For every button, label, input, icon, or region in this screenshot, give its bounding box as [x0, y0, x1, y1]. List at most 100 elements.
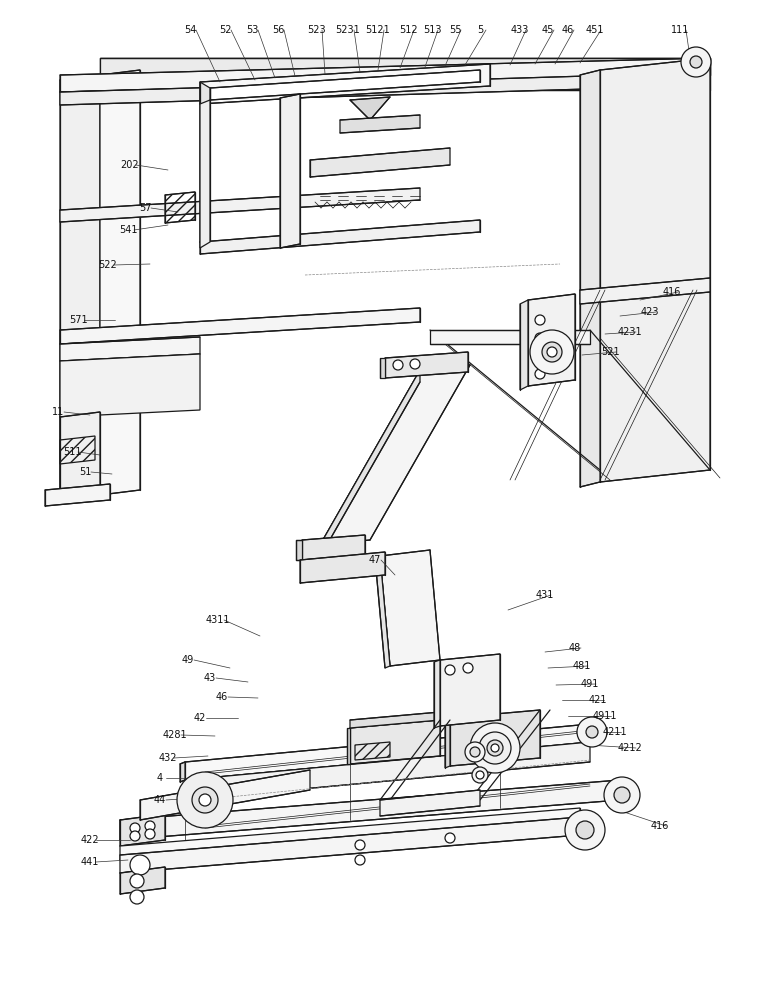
- Polygon shape: [100, 58, 710, 75]
- Circle shape: [614, 787, 630, 803]
- Polygon shape: [380, 790, 480, 816]
- Circle shape: [547, 347, 557, 357]
- Circle shape: [130, 831, 140, 841]
- Polygon shape: [120, 814, 165, 846]
- Text: 4211: 4211: [603, 727, 627, 737]
- Text: 46: 46: [562, 25, 574, 35]
- Circle shape: [355, 855, 365, 865]
- Circle shape: [465, 742, 485, 762]
- Circle shape: [577, 717, 607, 747]
- Text: 421: 421: [589, 695, 607, 705]
- Circle shape: [130, 855, 150, 875]
- Text: 55: 55: [449, 25, 461, 35]
- Polygon shape: [310, 148, 450, 177]
- Text: 54: 54: [184, 25, 196, 35]
- Polygon shape: [60, 337, 200, 361]
- Polygon shape: [200, 100, 210, 248]
- Polygon shape: [45, 484, 110, 506]
- Polygon shape: [60, 354, 200, 417]
- Text: 48: 48: [569, 643, 581, 653]
- Text: 423: 423: [641, 307, 659, 317]
- Text: 53: 53: [246, 25, 258, 35]
- Polygon shape: [185, 724, 590, 780]
- Polygon shape: [210, 70, 480, 100]
- Text: 5231: 5231: [336, 25, 361, 35]
- Text: 45: 45: [542, 25, 554, 35]
- Polygon shape: [140, 770, 310, 820]
- Text: 202: 202: [121, 160, 139, 170]
- Text: 522: 522: [99, 260, 117, 270]
- Text: 52: 52: [218, 25, 231, 35]
- Polygon shape: [580, 278, 710, 304]
- Circle shape: [355, 840, 365, 850]
- Circle shape: [145, 821, 155, 831]
- Text: 511: 511: [62, 447, 81, 457]
- Circle shape: [192, 787, 218, 813]
- Polygon shape: [200, 82, 210, 248]
- Polygon shape: [320, 365, 470, 545]
- Circle shape: [463, 663, 473, 673]
- Circle shape: [690, 56, 702, 68]
- Circle shape: [177, 772, 233, 828]
- Circle shape: [681, 47, 711, 77]
- Text: 4281: 4281: [163, 730, 187, 740]
- Text: 571: 571: [68, 315, 88, 325]
- Polygon shape: [350, 712, 440, 728]
- Polygon shape: [120, 808, 580, 860]
- Circle shape: [130, 823, 140, 833]
- Circle shape: [470, 723, 520, 773]
- Polygon shape: [385, 352, 468, 378]
- Text: 5: 5: [477, 25, 483, 35]
- Circle shape: [535, 351, 545, 361]
- Circle shape: [491, 744, 499, 752]
- Polygon shape: [60, 58, 710, 92]
- Circle shape: [145, 829, 155, 839]
- Text: 42: 42: [194, 713, 206, 723]
- Circle shape: [542, 342, 562, 362]
- Text: 43: 43: [204, 673, 216, 683]
- Text: 44: 44: [154, 795, 166, 805]
- Text: 513: 513: [423, 25, 441, 35]
- Polygon shape: [185, 742, 590, 800]
- Circle shape: [487, 740, 503, 756]
- Polygon shape: [350, 720, 440, 764]
- Polygon shape: [60, 308, 420, 344]
- Text: 422: 422: [81, 835, 100, 845]
- Text: 416: 416: [663, 287, 681, 297]
- Circle shape: [476, 771, 484, 779]
- Circle shape: [576, 821, 594, 839]
- Text: 56: 56: [272, 25, 284, 35]
- Circle shape: [393, 360, 403, 370]
- Circle shape: [470, 747, 480, 757]
- Polygon shape: [180, 762, 185, 782]
- Polygon shape: [200, 64, 490, 104]
- Polygon shape: [580, 70, 600, 487]
- Circle shape: [199, 794, 211, 806]
- Polygon shape: [347, 728, 350, 764]
- Text: 451: 451: [586, 25, 604, 35]
- Text: 431: 431: [536, 590, 554, 600]
- Circle shape: [535, 333, 545, 343]
- Circle shape: [410, 359, 420, 369]
- Text: 11: 11: [52, 407, 64, 417]
- Text: 523: 523: [307, 25, 325, 35]
- Text: 416: 416: [651, 821, 669, 831]
- Circle shape: [472, 767, 488, 783]
- Circle shape: [604, 777, 640, 813]
- Polygon shape: [350, 97, 390, 120]
- Polygon shape: [60, 75, 100, 500]
- Polygon shape: [120, 780, 620, 840]
- Text: 4911: 4911: [593, 711, 617, 721]
- Text: 49: 49: [182, 655, 194, 665]
- Text: 111: 111: [670, 25, 689, 35]
- Text: 441: 441: [81, 857, 99, 867]
- Polygon shape: [340, 115, 420, 133]
- Polygon shape: [445, 718, 450, 768]
- Polygon shape: [600, 58, 710, 482]
- Polygon shape: [60, 188, 420, 222]
- Circle shape: [586, 726, 598, 738]
- Text: 4311: 4311: [205, 615, 231, 625]
- Circle shape: [445, 665, 455, 675]
- Circle shape: [130, 890, 144, 904]
- Polygon shape: [280, 94, 300, 248]
